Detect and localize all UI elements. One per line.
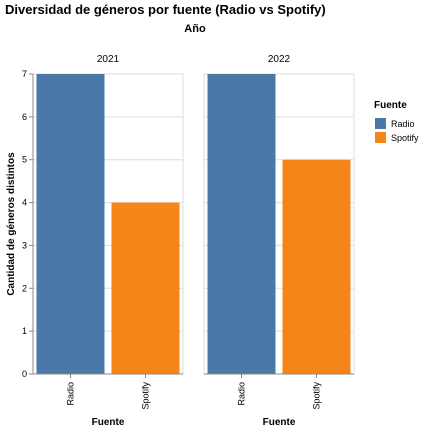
bar-2022-Radio [207,74,276,374]
legend-label-spotify: Spotify [391,133,419,143]
legend-swatch-radio [375,118,386,129]
legend-label-radio: Radio [391,119,415,129]
x-tick-label: Radio [237,382,247,406]
y-tick-label: 6 [22,112,27,122]
x-axis-title: Fuente [263,417,296,428]
chart-title: Diversidad de géneros por fuente (Radio … [5,2,326,17]
legend: Fuente Radio Spotify [374,100,419,143]
bar-2021-Radio [36,74,105,374]
y-tick-label: 0 [22,369,27,379]
x-axis-title: Fuente [92,417,125,428]
y-tick-label: 7 [22,69,27,79]
y-tick-label: 5 [22,155,27,165]
x-tick-label: Spotify [141,382,151,410]
legend-swatch-spotify [375,132,386,143]
legend-title: Fuente [374,100,407,111]
y-tick-label: 4 [22,198,27,208]
x-tick-label: Radio [66,382,76,406]
y-tick-label: 3 [22,240,27,250]
y-tick-label: 2 [22,283,27,293]
y-tick-label: 1 [22,326,27,336]
facet-label-2022: 2022 [268,54,291,65]
x-tick-label: Spotify [312,382,322,410]
facet-panels: 2021 0 1 2 3 4 5 6 7 Radio Spotify Fuente 2022 Radio S… [22,54,355,428]
y-axis-title: Cantidad de géneros distintos [6,152,17,296]
facet-panel-2022: 2022 Radio Spotify Fuente [203,54,355,428]
bar-2022-Spotify [282,159,351,374]
bar-2021-Spotify [111,202,180,374]
facet-label-2021: 2021 [97,54,120,65]
facet-header-title: Año [184,23,206,35]
facet-panel-2021: 2021 0 1 2 3 4 5 6 7 Radio Spotify Fuente [22,54,184,428]
